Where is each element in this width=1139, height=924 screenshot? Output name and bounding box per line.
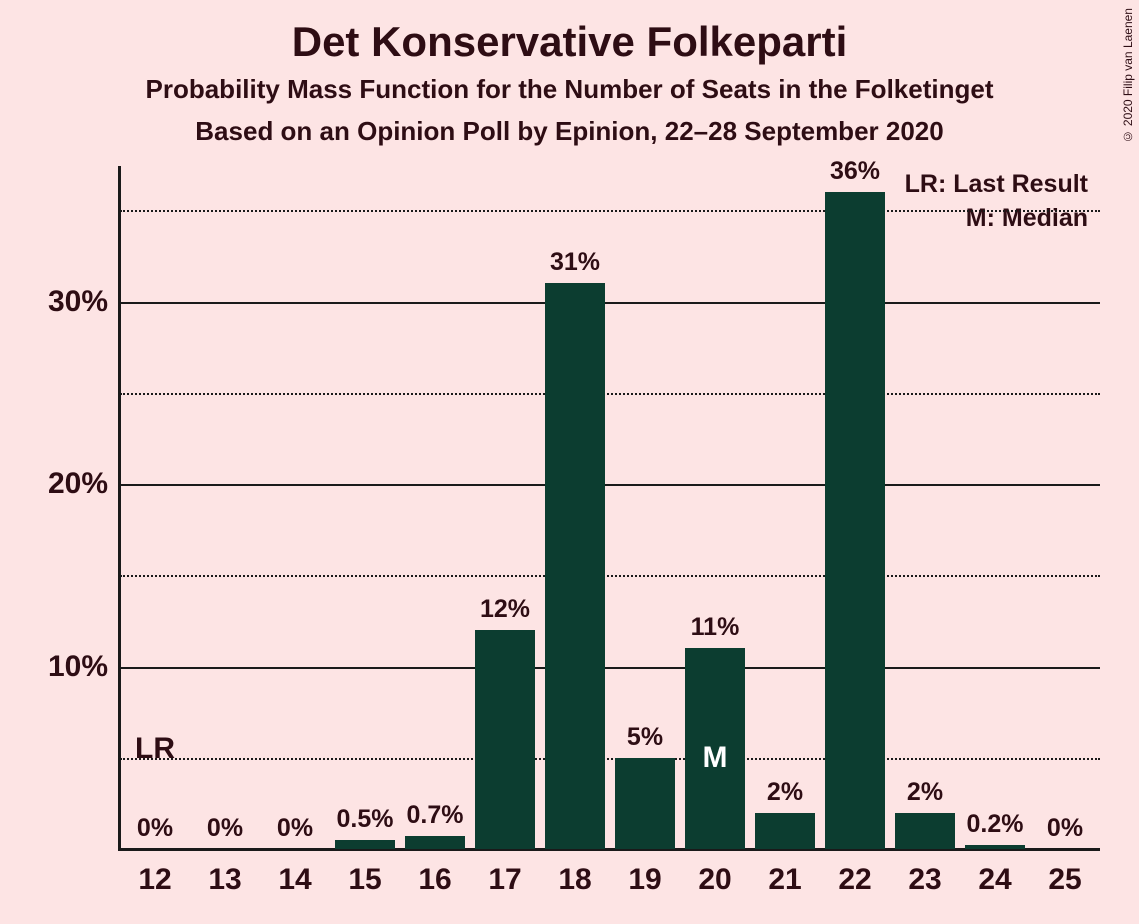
gridline-minor — [120, 575, 1100, 577]
xtick-label: 24 — [978, 849, 1011, 897]
bar-label: 0% — [207, 814, 243, 849]
y-axis — [118, 166, 121, 851]
xtick-label: 17 — [488, 849, 521, 897]
bar-label: 36% — [830, 157, 880, 192]
chart-subtitle-2: Based on an Opinion Poll by Epinion, 22–… — [0, 116, 1139, 147]
bar-label: 0.5% — [336, 805, 393, 840]
bar: 0.7% — [405, 836, 465, 849]
xtick-label: 25 — [1048, 849, 1081, 897]
legend-lr: LR: Last Result — [905, 168, 1088, 202]
xtick-label: 15 — [348, 849, 381, 897]
legend: LR: Last Result M: Median — [905, 168, 1088, 236]
xtick-label: 12 — [138, 849, 171, 897]
bar: 12% — [475, 630, 535, 849]
xtick-label: 19 — [628, 849, 661, 897]
xtick-label: 23 — [908, 849, 941, 897]
gridline-major — [120, 484, 1100, 486]
chart-title: Det Konservative Folkeparti — [0, 18, 1139, 66]
marker-label: M — [703, 741, 728, 775]
bar-label: 11% — [691, 613, 740, 648]
xtick-label: 21 — [768, 849, 801, 897]
bar: 2% — [895, 813, 955, 849]
legend-m: M: Median — [905, 202, 1088, 236]
bar: 5% — [615, 758, 675, 849]
bar-label: 0% — [277, 814, 313, 849]
bar: 31% — [545, 283, 605, 849]
plot-area: LR: Last Result M: Median 10%20%30%0%0%0… — [120, 174, 1100, 849]
bar-label: 0% — [137, 814, 173, 849]
bar-label: 5% — [627, 723, 663, 758]
gridline-minor — [120, 393, 1100, 395]
xtick-label: 18 — [558, 849, 591, 897]
bar: 0.5% — [335, 840, 395, 849]
ytick-label: 10% — [48, 650, 120, 684]
bar-label: 0.2% — [966, 810, 1023, 845]
gridline-minor — [120, 210, 1100, 212]
xtick-label: 20 — [698, 849, 731, 897]
xtick-label: 22 — [838, 849, 871, 897]
chart-subtitle-1: Probability Mass Function for the Number… — [0, 74, 1139, 105]
bar-label: 2% — [907, 778, 943, 813]
bar: 36% — [825, 192, 885, 849]
gridline-major — [120, 302, 1100, 304]
xtick-label: 13 — [208, 849, 241, 897]
xtick-label: 16 — [418, 849, 451, 897]
marker-label: LR — [135, 732, 175, 766]
copyright-text: © 2020 Filip van Laenen — [1121, 8, 1135, 143]
bar: 2% — [755, 813, 815, 849]
gridline-major — [120, 667, 1100, 669]
bar-label: 31% — [550, 248, 600, 283]
bar-label: 2% — [767, 778, 803, 813]
bar-label: 0% — [1047, 814, 1083, 849]
ytick-label: 30% — [48, 285, 120, 319]
ytick-label: 20% — [48, 467, 120, 501]
bar-label: 0.7% — [406, 801, 463, 836]
xtick-label: 14 — [278, 849, 311, 897]
gridline-minor — [120, 758, 1100, 760]
bar-label: 12% — [480, 595, 530, 630]
